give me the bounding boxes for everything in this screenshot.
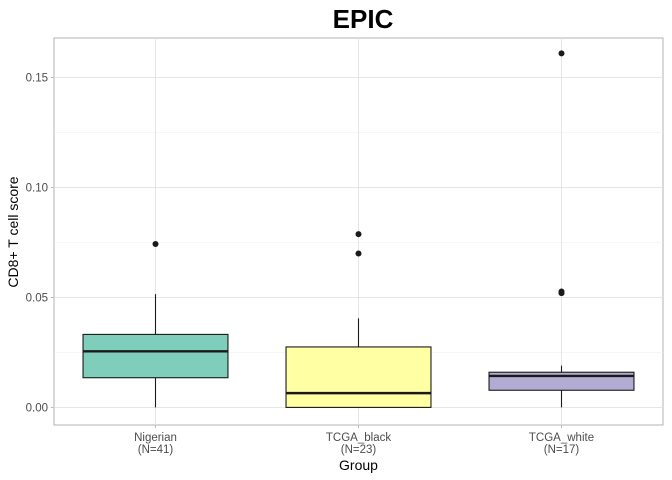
box-tcga-black bbox=[285, 231, 432, 408]
outlier-point bbox=[152, 241, 159, 248]
x-tick-n-label: (N=17) bbox=[544, 444, 580, 456]
y-tick-label: 0.15 bbox=[26, 73, 48, 85]
outlier-point bbox=[558, 288, 565, 295]
x-tick-n-label: (N=41) bbox=[138, 444, 174, 456]
outlier-point bbox=[558, 50, 565, 57]
box-nigerian bbox=[82, 241, 229, 408]
chart-title: EPIC bbox=[333, 4, 394, 34]
x-axis-title: Group bbox=[339, 457, 378, 473]
iqr-box bbox=[82, 333, 229, 379]
x-tick-label: TCGA_white bbox=[529, 432, 594, 444]
y-tick-label: 0.05 bbox=[26, 292, 48, 304]
x-tick-n-label: (N=23) bbox=[341, 444, 377, 456]
outlier-point bbox=[355, 250, 362, 257]
y-axis-title: CD8+ T cell score bbox=[5, 176, 21, 287]
y-axis: 0.00 0.05 0.10 0.15 bbox=[26, 73, 54, 414]
y-tick-label: 0.10 bbox=[26, 183, 48, 195]
iqr-box bbox=[285, 346, 432, 408]
x-tick-label: Nigerian bbox=[134, 432, 177, 444]
outlier-point bbox=[355, 231, 362, 238]
boxes-layer bbox=[82, 50, 635, 408]
x-tick-label: TCGA_black bbox=[326, 432, 391, 444]
x-axis: Nigerian(N=41) TCGA_black(N=23) TCGA_white… bbox=[134, 425, 594, 456]
box-tcga-white bbox=[488, 50, 635, 408]
y-tick-label: 0.00 bbox=[26, 402, 48, 414]
